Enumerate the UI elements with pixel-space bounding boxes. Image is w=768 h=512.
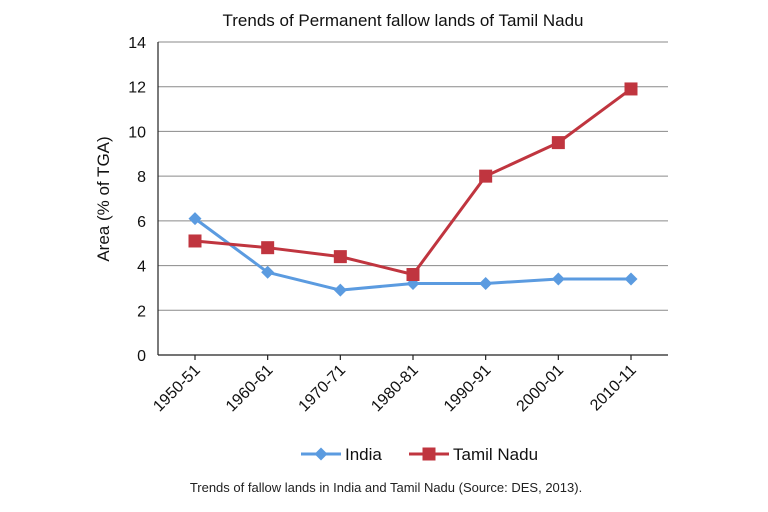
axes bbox=[157, 42, 668, 360]
legend-item: India bbox=[301, 445, 382, 464]
x-tick-label: 1970-71 bbox=[296, 362, 350, 416]
legend-marker bbox=[314, 447, 328, 461]
grid-lines bbox=[158, 41, 668, 311]
y-tick-label: 8 bbox=[137, 169, 146, 186]
y-tick-label: 6 bbox=[137, 214, 146, 231]
y-axis-label: Area (% of TGA) bbox=[94, 136, 113, 261]
legend: India Tamil Nadu bbox=[301, 445, 538, 464]
data-point bbox=[261, 265, 275, 279]
y-tick-label: 12 bbox=[128, 80, 146, 97]
y-tick-label: 4 bbox=[137, 259, 146, 276]
x-tick-label: 2000-01 bbox=[514, 362, 568, 416]
y-tick-label: 14 bbox=[128, 35, 146, 52]
legend-item: Tamil Nadu bbox=[409, 445, 538, 464]
series-india bbox=[188, 212, 638, 297]
legend-label: India bbox=[345, 445, 382, 464]
x-tick-label: 2010-11 bbox=[587, 362, 640, 415]
data-point bbox=[333, 250, 347, 264]
x-tick-label: 1980-81 bbox=[368, 362, 422, 416]
figure-caption: Trends of fallow lands in India and Tami… bbox=[190, 480, 582, 495]
y-tick-label: 10 bbox=[128, 124, 146, 141]
data-point bbox=[624, 272, 638, 286]
x-tick-label: 1960-61 bbox=[223, 362, 277, 416]
y-tick-labels: 0 2 4 6 8 10 12 14 bbox=[128, 35, 146, 365]
data-point bbox=[261, 241, 275, 255]
data-point bbox=[188, 234, 202, 248]
data-point bbox=[624, 82, 638, 96]
x-tick-label: 1990-91 bbox=[441, 362, 495, 416]
series-tamil-nadu bbox=[188, 82, 638, 282]
y-tick-label: 2 bbox=[137, 303, 146, 320]
data-point bbox=[551, 136, 565, 150]
data-point bbox=[551, 272, 565, 286]
data-point bbox=[406, 268, 420, 282]
series bbox=[188, 82, 638, 297]
x-tick-label: 1950-51 bbox=[150, 362, 204, 416]
data-point bbox=[479, 276, 493, 290]
series-line bbox=[194, 87, 632, 277]
chart-title: Trends of Permanent fallow lands of Tami… bbox=[223, 11, 584, 30]
legend-marker bbox=[422, 447, 436, 461]
data-point bbox=[479, 169, 493, 183]
y-tick-label: 0 bbox=[137, 348, 146, 365]
data-point bbox=[188, 212, 202, 226]
x-tick-labels: 1950-51 1960-61 1970-71 1980-81 1990-91 2000-… bbox=[150, 362, 640, 416]
legend-label: Tamil Nadu bbox=[453, 445, 538, 464]
data-point bbox=[333, 283, 347, 297]
